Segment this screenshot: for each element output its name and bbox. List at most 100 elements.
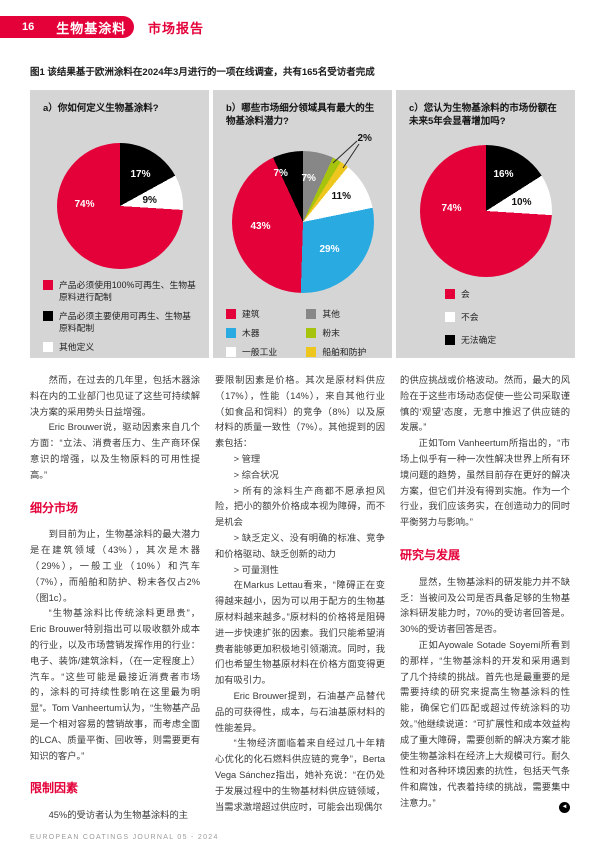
chart-panel-a: a）你如何定义生物基涂料? 74% 17% 9% 产品必须使用100%可再生、生… bbox=[30, 90, 209, 358]
legend-chip bbox=[445, 289, 455, 299]
page-number: 16 bbox=[22, 21, 35, 33]
legend-item: 一般工业 bbox=[226, 346, 302, 358]
legend-item: 产品必须主要使用可再生、生物基原料配制 bbox=[43, 310, 196, 334]
section-title: 生物基涂料 bbox=[56, 20, 127, 36]
legend-chip bbox=[226, 309, 236, 319]
legend-label: 木器 bbox=[242, 328, 260, 338]
legend-item: 粉末 bbox=[306, 327, 379, 339]
legend-label: 一般工业 bbox=[242, 347, 278, 357]
end-of-article: ◄ bbox=[400, 798, 570, 814]
legend-chip bbox=[306, 328, 317, 338]
paragraph: 然而，在过去的几年里，包括木器涂料在内的工业部门也见证了这些可持续解决方案的采用… bbox=[30, 375, 200, 417]
paragraph: 45%的受访者认为生物基涂料的主 bbox=[48, 810, 189, 821]
legend-chip bbox=[43, 280, 53, 290]
paragraph: 显然，生物基涂料的研发能力并不缺乏：当被问及公司是否具备足够的生物基涂料研发能力… bbox=[400, 576, 570, 635]
legend-c: 会 不会 无法确定 bbox=[409, 288, 562, 346]
paragraph: 正如Ayowale Sotade Soyemi所看到的那样，“生物基涂料的开发和… bbox=[400, 639, 570, 808]
body-column-1: 然而，在过去的几年里，包括木器涂料在内的工业部门也见证了这些可持续解决方案的采用… bbox=[30, 373, 200, 824]
legend-item: 无法确定 bbox=[445, 334, 562, 346]
legend-chip bbox=[43, 342, 53, 352]
slice-label: 16% bbox=[493, 169, 514, 180]
legend-label: 粉末 bbox=[322, 328, 340, 338]
bullet-item: > 管理 bbox=[233, 453, 261, 464]
slice-label: 74% bbox=[74, 199, 95, 210]
pie-wrap-b: 43% 29% 11% 7% 7% 2% bbox=[231, 133, 374, 293]
slice-label: 29% bbox=[319, 244, 340, 255]
callout-lines bbox=[332, 140, 359, 169]
paragraph: “生物基涂料比传统涂料更昂贵”，Eric Brouwer特别指出可以吸收额外成本… bbox=[30, 608, 200, 761]
end-of-article-icon: ◄ bbox=[559, 801, 570, 813]
slice-callout-label: 2% bbox=[357, 133, 372, 144]
bullet-item: > 可量测性 bbox=[233, 564, 279, 575]
paragraph: 要限制因素是价格。其次是原材料供应（17%），性能（14%），来自其他行业（如食… bbox=[215, 375, 385, 449]
paragraph: Eric Brouwer提到，石油基产品替代品的可获得性，成本，与石油基原材料的… bbox=[215, 690, 385, 733]
chart-panel-c: c）您认为生物基涂料的市场份额在未来5年会显著增加吗? 74% 10% 16% … bbox=[396, 90, 575, 358]
legend-item: 不会 bbox=[445, 311, 562, 323]
legend-chip bbox=[226, 347, 236, 357]
body-column-2: 要限制因素是价格。其次是原材料供应（17%），性能（14%），来自其他行业（如食… bbox=[215, 373, 385, 824]
legend-label: 不会 bbox=[461, 312, 479, 322]
legend-item: 船舶和防护 bbox=[306, 346, 379, 358]
paragraph: 的供应挑战或价格波动。然而，最大的风险在于这些市场动态促使一些公司采取谨慎的‘观… bbox=[400, 375, 570, 433]
section-heading: 限制因素 bbox=[30, 781, 79, 796]
chart-title-b: b）哪些市场细分领域具有最大的生物基涂料潜力? bbox=[226, 103, 375, 127]
pie-wrap-a: 74% 17% 9% bbox=[56, 143, 183, 269]
subsection-title: 市场报告 bbox=[148, 20, 205, 36]
paragraph: 正如Tom Vanheertum所指出的，“市场上似乎有一种一次性解决世界上所有… bbox=[400, 438, 570, 528]
legend-item: 其他 bbox=[306, 308, 379, 320]
slice-label: 17% bbox=[130, 169, 151, 180]
legend-item: 木器 bbox=[226, 327, 302, 339]
footer-journal-line: EUROPEAN COATINGS JOURNAL 05 - 2024 bbox=[30, 834, 219, 841]
legend-item: 建筑 bbox=[226, 308, 302, 320]
chart-title-c: c）您认为生物基涂料的市场份额在未来5年会显著增加吗? bbox=[409, 103, 557, 127]
legend-chip bbox=[445, 312, 455, 322]
legend-item: 会 bbox=[445, 288, 562, 300]
slice-label: 43% bbox=[250, 221, 271, 232]
pie-wrap-c: 74% 10% 16% bbox=[419, 145, 552, 277]
legend-label: 船舶和防护 bbox=[322, 347, 367, 357]
bullet-item: > 所有的涂料生产商都不愿承担风险，把小的额外价格成本视为障碍，而不是机会 bbox=[215, 485, 385, 528]
legend-label: 无法确定 bbox=[461, 335, 497, 345]
legend-label: 产品必须使用100%可再生、生物基原料进行配制 bbox=[59, 280, 196, 302]
legend-label: 会 bbox=[461, 289, 470, 299]
pie-chart-a bbox=[56, 143, 183, 269]
slice-label: 10% bbox=[511, 197, 532, 208]
legend-label: 产品必须主要使用可再生、生物基原料配制 bbox=[59, 311, 191, 333]
legend-label: 其他 bbox=[322, 309, 340, 319]
pie-chart-c bbox=[419, 145, 552, 277]
legend-chip bbox=[306, 347, 317, 357]
legend-column-right: 其他 粉末 船舶和防护 bbox=[306, 301, 379, 358]
legend-item: 其他定义 bbox=[43, 341, 196, 353]
legend-chip bbox=[43, 311, 53, 321]
legend-column-left: 建筑 木器 一般工业 汽车 bbox=[226, 301, 302, 358]
chart-title-a: a）你如何定义生物基涂料? bbox=[43, 103, 159, 114]
slice-label: 11% bbox=[331, 191, 351, 202]
slice-label: 74% bbox=[441, 203, 462, 214]
legend-item: 产品必须使用100%可再生、生物基原料进行配制 bbox=[43, 279, 196, 303]
legend-chip bbox=[445, 335, 455, 345]
paragraph: Eric Brouwer说，驱动因素来自几个方面：“立法、消费者压力、生产商环保… bbox=[30, 422, 200, 480]
legend-b: 建筑 木器 一般工业 汽车 bbox=[226, 301, 379, 358]
paragraph: 到目前为止，生物基涂料的最大潜力是在建筑领域（43%），其次是木器（29%），一… bbox=[30, 529, 200, 603]
legend-chip bbox=[306, 309, 317, 319]
figure-1: a）你如何定义生物基涂料? 74% 17% 9% 产品必须使用100%可再生、生… bbox=[30, 90, 575, 358]
paragraph: 在Markus Lettau看来，“障碍正在变得越来越小，因为可以用于配方的生物… bbox=[215, 580, 385, 686]
paragraph: “生物经济面临着来自经过几十年精心优化的化石燃料供应链的竞争”，Berta Ve… bbox=[215, 738, 385, 812]
bullet-item: > 综合状况 bbox=[233, 469, 279, 480]
body-column-3: 的供应挑战或价格波动。然而，最大的风险在于这些市场动态促使一些公司采取谨慎的‘观… bbox=[400, 373, 570, 824]
legend-label: 其他定义 bbox=[59, 342, 95, 352]
section-pill: 16 生物基涂料 bbox=[0, 16, 134, 38]
article-body: 然而，在过去的几年里，包括木器涂料在内的工业部门也见证了这些可持续解决方案的采用… bbox=[30, 373, 570, 824]
section-heading: 细分市场 bbox=[30, 500, 79, 515]
slice-label: 9% bbox=[142, 195, 157, 206]
bullet-item: > 缺乏定义、没有明确的标准、竞争和价格驱动、缺乏创新的动力 bbox=[215, 532, 385, 559]
legend-chip bbox=[226, 328, 236, 338]
slice-label: 7% bbox=[301, 173, 316, 184]
chart-panel-b: b）哪些市场细分领域具有最大的生物基涂料潜力? 43% 29% 11% 7% 7… bbox=[213, 90, 392, 358]
page-header: 16 生物基涂料 市场报告 bbox=[0, 16, 600, 38]
section-heading: 研究与发展 bbox=[400, 547, 461, 562]
slice-label: 7% bbox=[273, 168, 288, 179]
legend-a: 产品必须使用100%可再生、生物基原料进行配制 产品必须主要使用可再生、生物基原… bbox=[43, 279, 196, 353]
legend-label: 建筑 bbox=[242, 309, 260, 319]
